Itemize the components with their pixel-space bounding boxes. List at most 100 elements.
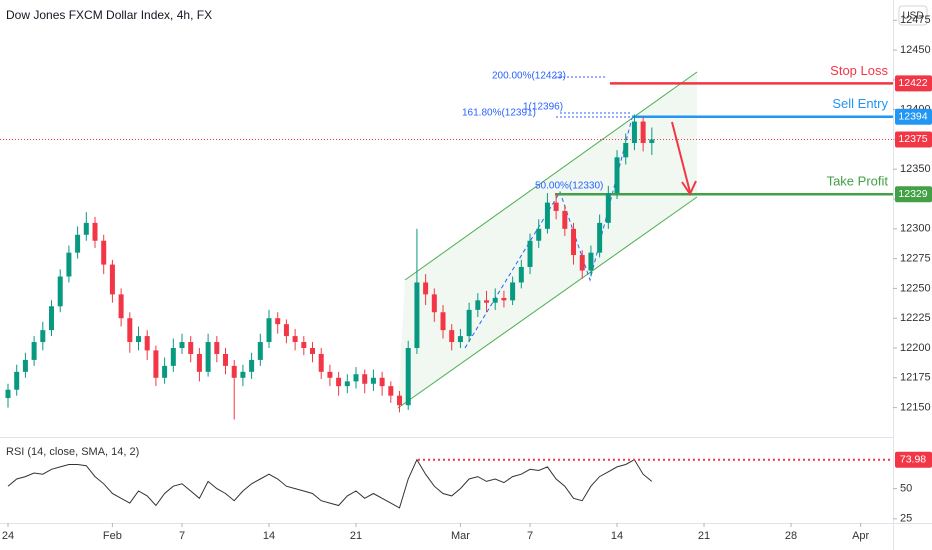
- candle-body: [127, 318, 133, 343]
- candle-body: [423, 282, 429, 295]
- candle-body: [57, 276, 63, 307]
- candle-body: [327, 371, 333, 378]
- candle-body: [431, 294, 437, 313]
- candle-body: [571, 228, 577, 256]
- level-badge-bg: [895, 108, 932, 125]
- arrow-head: [681, 180, 697, 197]
- candle-body: [362, 374, 368, 384]
- candle-body: [518, 266, 524, 283]
- candle-body: [118, 294, 124, 319]
- candle-body: [597, 222, 603, 253]
- candle-body: [370, 377, 376, 384]
- y-tick-label: 12350: [900, 163, 931, 175]
- candle-body: [170, 348, 176, 366]
- candle-body: [536, 228, 542, 241]
- y-tick-label: 12300: [900, 223, 931, 235]
- x-tick-label: Apr: [852, 530, 869, 542]
- candle-body: [75, 234, 81, 253]
- channel-upper: [404, 71, 698, 281]
- candle-body: [397, 395, 403, 406]
- y-tick-label: 12200: [900, 342, 931, 354]
- chart-title: Dow Jones FXCM Dollar Index, 4h, FX: [6, 8, 212, 22]
- rsi-level-badge-bg: [895, 451, 932, 468]
- arrow: [671, 121, 691, 193]
- x-tick-label: 7: [527, 530, 533, 542]
- candle-body: [388, 386, 394, 396]
- level-label: Stop Loss: [830, 63, 888, 78]
- fib-label: 161.80%(12391): [462, 108, 536, 119]
- rsi-level-badge: 73.98: [900, 454, 926, 466]
- candle-body: [640, 121, 646, 144]
- candle-body: [588, 252, 594, 271]
- candle-body: [40, 330, 46, 343]
- candle-body: [231, 365, 237, 378]
- y-tick-label: 12175: [900, 372, 931, 384]
- candle-body: [179, 342, 185, 348]
- candle-body: [196, 353, 202, 372]
- candle-body: [623, 143, 629, 158]
- candle-body: [544, 202, 550, 229]
- candle-body: [484, 300, 490, 303]
- candle-body: [136, 336, 142, 343]
- level-badge-bg: [895, 75, 932, 92]
- candle-body: [318, 353, 324, 372]
- currency-label[interactable]: USD: [902, 11, 923, 22]
- candle-body: [379, 377, 385, 387]
- x-tick-label: Mar: [451, 530, 470, 542]
- candle-body: [605, 193, 611, 223]
- fib-swing: [464, 117, 633, 349]
- x-tick-label: 14: [263, 530, 275, 542]
- candle-body: [5, 389, 11, 399]
- level-badge: 12394: [898, 111, 927, 123]
- rsi-line: [7, 458, 653, 509]
- y-tick-label: 25: [900, 513, 912, 525]
- candle-body: [162, 365, 168, 378]
- candle-body: [579, 255, 585, 271]
- candle-body: [31, 342, 37, 360]
- candle-body: [101, 240, 107, 265]
- candle-body: [257, 342, 263, 360]
- candle-body: [310, 348, 316, 354]
- candle-body: [492, 297, 498, 303]
- y-tick-label: 12150: [900, 401, 931, 413]
- candle-body: [449, 330, 455, 343]
- candle-body: [109, 264, 115, 295]
- level-label: Take Profit: [827, 174, 889, 189]
- y-tick-label: 12250: [900, 282, 931, 294]
- candle-body: [562, 210, 568, 229]
- candle-body: [631, 121, 637, 144]
- candle-body: [501, 297, 507, 301]
- y-tick-label: 12275: [900, 253, 931, 265]
- channel-fill: [398, 72, 697, 408]
- candle-body: [457, 336, 463, 343]
- x-tick-label: 24: [2, 530, 14, 542]
- y-tick-label: 50: [900, 483, 912, 495]
- candle-body: [83, 222, 89, 235]
- last-price-badge: 12375: [898, 133, 927, 145]
- candle-body: [22, 359, 28, 372]
- candle-body: [223, 353, 229, 366]
- candle-body: [614, 157, 620, 194]
- level-badge: 12422: [898, 77, 927, 89]
- last-price-badge-bg: [895, 131, 932, 148]
- currency-button[interactable]: [898, 5, 928, 26]
- candle-body: [188, 342, 194, 354]
- rsi-title: RSI (14, close, SMA, 14, 2): [6, 446, 139, 458]
- level-badge-bg: [895, 186, 932, 203]
- x-tick-label: 28: [785, 530, 797, 542]
- candle-body: [336, 377, 342, 387]
- candle-body: [527, 240, 533, 267]
- candle-body: [249, 359, 255, 372]
- candle-body: [405, 348, 411, 406]
- level-badge: 12329: [898, 188, 927, 200]
- candle-body: [353, 374, 359, 382]
- candle-body: [344, 381, 350, 387]
- channel-lower: [397, 196, 698, 409]
- candle-body: [144, 336, 150, 351]
- candle-body: [649, 139, 655, 144]
- candle-body: [153, 350, 159, 378]
- candle-body: [292, 336, 298, 343]
